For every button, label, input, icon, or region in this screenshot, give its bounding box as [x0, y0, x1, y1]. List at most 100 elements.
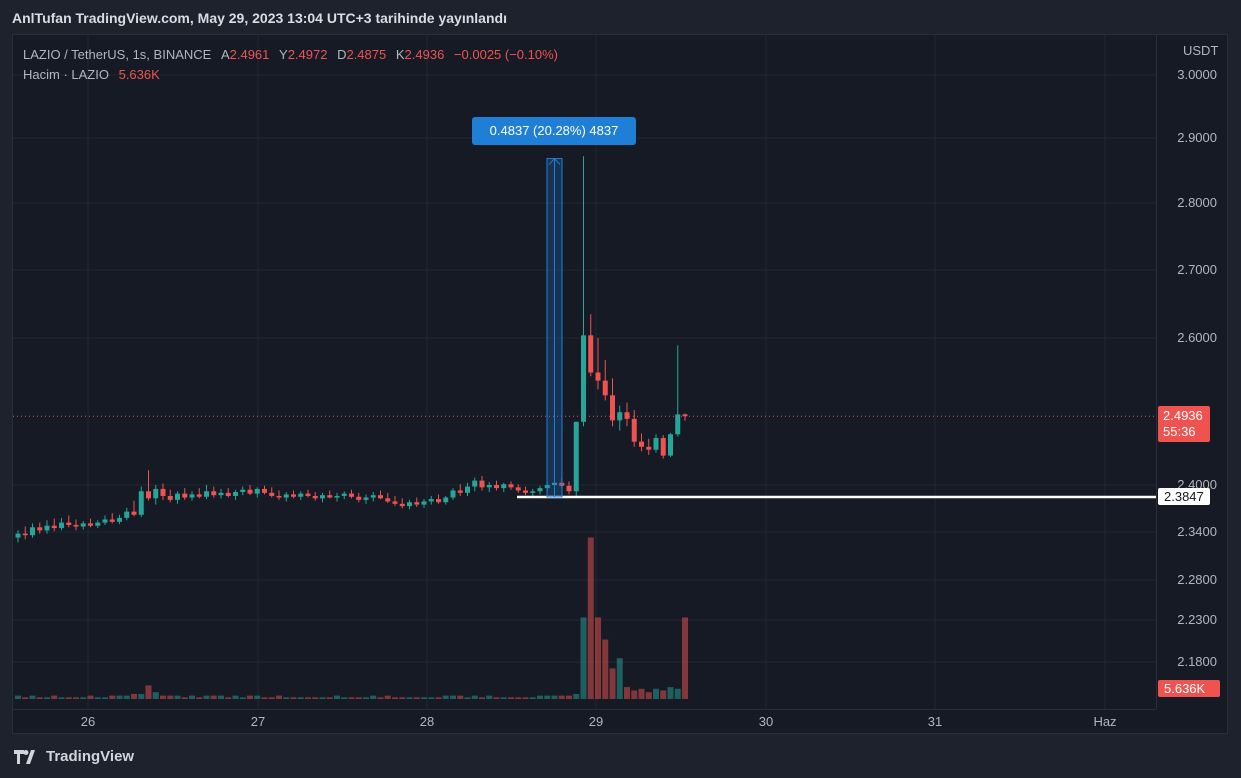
volume-bar [203, 695, 210, 699]
candle [349, 489, 354, 499]
candle [356, 492, 362, 503]
volume-bar [566, 695, 572, 699]
volume-bar [58, 697, 65, 699]
candle-body [624, 412, 630, 419]
volume-bar [421, 697, 427, 699]
candle-body [153, 488, 159, 499]
candle-body [486, 485, 492, 488]
price-chart-svg[interactable] [13, 35, 1156, 709]
tradingview-brand[interactable]: TradingView [46, 748, 135, 765]
candle-body [262, 488, 267, 493]
bar-countdown: 55:36 [1163, 424, 1196, 439]
time-tick-label: 27 [250, 714, 266, 729]
volume-bar [138, 693, 145, 699]
candle-body [581, 335, 586, 422]
candle [262, 485, 267, 495]
candle-body [421, 501, 427, 505]
candle [109, 513, 115, 524]
candle-body [668, 434, 673, 456]
candle-body [675, 414, 681, 435]
last-price-tag: 2.4936 55:36 [1158, 406, 1210, 442]
volume-bar [225, 697, 232, 699]
volume-bar [602, 639, 609, 699]
volume-bar [384, 695, 391, 699]
candle [595, 338, 601, 390]
volume-bar [667, 687, 674, 699]
candle [44, 520, 50, 534]
volume-bar [616, 658, 623, 699]
candle [508, 481, 514, 490]
volume-bar [595, 617, 601, 699]
measure-label[interactable]: 0.4837 (20.28%) 4837 [472, 117, 636, 145]
candle [131, 500, 137, 517]
candle [146, 470, 151, 501]
candle-body [225, 492, 231, 496]
currency-label: USDT [1183, 43, 1219, 58]
volume-bar [522, 697, 529, 699]
legend-high: 2.4972 [287, 47, 328, 62]
candle-body [515, 487, 521, 491]
candle-body [588, 335, 594, 373]
time-tick-label: Haz [1093, 714, 1117, 729]
candle-body [537, 488, 543, 492]
candle-body [356, 496, 362, 500]
volume-bar [624, 687, 630, 699]
candle [269, 487, 275, 498]
volume-bar [537, 695, 543, 699]
candle [341, 491, 347, 500]
legend-volume-label[interactable]: Hacim · LAZIO [23, 67, 109, 82]
volume-bar [116, 695, 123, 699]
candle-body [631, 418, 637, 442]
candle-body [392, 501, 398, 504]
candle [660, 435, 666, 459]
candle-body [37, 527, 43, 531]
candle-body [320, 495, 325, 499]
price-tick-label: 3.0000 [1177, 67, 1217, 82]
chart-frame[interactable]: LAZIO / TetherUS, 1s, BINANCE A2.4961 Y2… [12, 34, 1228, 734]
legend-low-label: D [337, 47, 347, 62]
candle [675, 345, 681, 437]
candle [392, 495, 398, 507]
time-axis[interactable]: 26 27 28 29 30 31 Haz [13, 709, 1156, 734]
volume-bar [609, 668, 616, 699]
candle [37, 522, 43, 534]
legend-close: 2.4936 [404, 47, 445, 62]
candle [682, 413, 688, 421]
candle-body [436, 499, 441, 503]
volume-bar [493, 697, 500, 699]
candle [124, 507, 130, 521]
candle-body [15, 533, 21, 538]
time-tick-label: 30 [758, 714, 774, 729]
tradingview-logo-icon [14, 749, 35, 764]
candle-body [204, 491, 209, 497]
candle-body [218, 492, 224, 496]
candle-body [385, 498, 391, 502]
volume-bar [674, 688, 681, 699]
legend-volume-value: 5.636K [118, 67, 160, 82]
candle-body [88, 523, 93, 526]
candle [523, 486, 528, 496]
candle-body [349, 493, 354, 497]
candle [305, 489, 311, 498]
volume-bar [573, 693, 580, 699]
candle [653, 434, 659, 453]
candle-body [30, 527, 35, 536]
volume-bar [363, 697, 369, 699]
candle-body [146, 491, 151, 499]
candle-body [131, 511, 137, 515]
candle [204, 485, 209, 500]
candle-body [617, 412, 623, 421]
volume-bar [102, 697, 108, 699]
volume-bar [326, 697, 333, 699]
candle [486, 482, 492, 493]
publish-caption: AnlTufan TradingView.com, May 29, 2023 1… [12, 10, 507, 26]
candle [59, 517, 64, 531]
volume-bar [500, 697, 507, 699]
candle-body [291, 494, 296, 497]
candle-body [269, 492, 275, 496]
price-axis[interactable]: USDT 3.0000 2.9000 2.8000 2.7000 2.6000 2.400… [1156, 35, 1229, 709]
candle-body [254, 488, 260, 494]
legend-symbol[interactable]: LAZIO / TetherUS, 1s, BINANCE [23, 47, 212, 62]
candle-body [530, 491, 536, 493]
candle-body [465, 486, 470, 493]
